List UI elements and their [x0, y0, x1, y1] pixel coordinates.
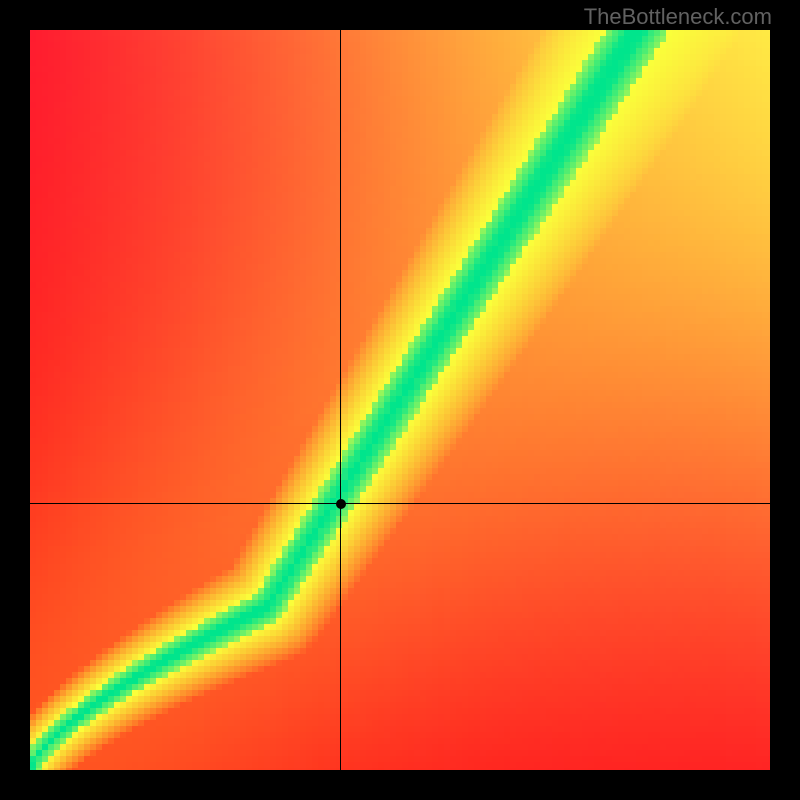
watermark-text: TheBottleneck.com — [584, 4, 772, 30]
crosshair-marker — [336, 499, 346, 509]
bottleneck-heatmap — [30, 30, 770, 770]
crosshair-vertical — [340, 30, 341, 770]
crosshair-horizontal — [30, 503, 770, 504]
